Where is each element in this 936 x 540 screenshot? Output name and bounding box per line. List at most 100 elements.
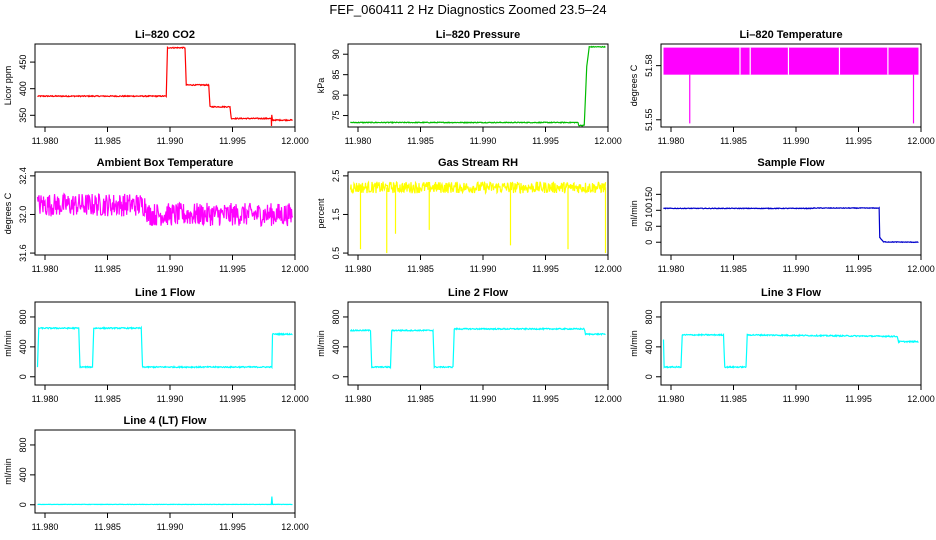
panel-title: Line 3 Flow — [761, 287, 821, 299]
x-tick-label: 11.980 — [658, 394, 685, 404]
y-tick-label: 800 — [331, 309, 341, 324]
y-tick-label: 51.55 — [644, 109, 654, 132]
panel-line-1-flow: Line 1 Flow ml/min 11.980 11.985 11.990 11.99… — [3, 287, 309, 404]
y-tick-label: 32.0 — [18, 206, 28, 224]
x-tick-label: 11.990 — [470, 136, 497, 146]
x-tick-label: 12.000 — [281, 136, 309, 146]
series-line — [349, 327, 606, 370]
x-tick-label: 11.995 — [532, 136, 559, 146]
y-tick-label: 400 — [331, 339, 341, 354]
series-line — [37, 496, 293, 506]
y-tick-label: 350 — [18, 108, 28, 123]
x-tick-label: 12.000 — [281, 522, 309, 532]
x-tick-label: 11.985 — [720, 394, 747, 404]
panel-sample-flow: Sample Flow ml/min 11.980 11.985 11.990 11.99… — [629, 157, 935, 274]
x-tick-label: 11.985 — [720, 136, 747, 146]
y-axis-label: ml/min — [316, 330, 326, 357]
plot-frame — [660, 301, 922, 386]
y-tick-label: 0 — [644, 374, 654, 379]
y-tick-label: 400 — [18, 467, 28, 482]
y-tick-label: 100 — [644, 203, 654, 218]
y-tick-label: 150 — [644, 187, 654, 202]
y-axis-label: kPa — [316, 78, 326, 94]
x-tick-label: 12.000 — [907, 136, 935, 146]
x-tick-label: 11.985 — [94, 394, 121, 404]
plot-frame — [34, 429, 296, 514]
panel-line-4-lt-flow: Line 4 (LT) Flow ml/min 11.980 11.985 11.990… — [3, 415, 309, 532]
panels-container: Li–820 CO2 Licor ppm 11.980 11.985 11.990 11.… — [3, 29, 935, 532]
x-tick-label: 11.995 — [219, 394, 246, 404]
x-tick-label: 11.985 — [407, 394, 434, 404]
x-tick-label: 11.980 — [32, 394, 59, 404]
panel-line-3-flow: Line 3 Flow ml/min 11.980 11.985 11.990 11.99… — [629, 287, 935, 404]
series-line — [349, 180, 607, 196]
series-band — [663, 47, 919, 75]
x-tick-label: 11.995 — [219, 264, 246, 274]
series-line — [663, 206, 919, 244]
panel-li-820-pressure: Li–820 Pressure kPa 11.980 11.985 11.990 11.9… — [316, 29, 622, 146]
x-tick-label: 11.990 — [470, 394, 497, 404]
series-line — [350, 45, 606, 127]
panel-line-2-flow: Line 2 Flow ml/min 11.980 11.985 11.990 11.99… — [316, 287, 622, 404]
y-tick-label: 50 — [644, 221, 654, 231]
y-tick-label: 400 — [18, 81, 28, 96]
y-tick-label: 51.58 — [644, 54, 654, 77]
x-tick-label: 12.000 — [594, 394, 622, 404]
y-axis-label: ml/min — [629, 330, 639, 357]
x-tick-label: 11.990 — [157, 522, 184, 532]
y-tick-label: 0 — [331, 374, 341, 379]
x-tick-label: 12.000 — [281, 264, 309, 274]
y-axis-label: degrees C — [3, 192, 13, 234]
panel-title: Sample Flow — [757, 157, 825, 169]
y-tick-label: 400 — [18, 339, 28, 354]
y-tick-label: 32.4 — [18, 167, 28, 185]
panel-ambient-box-temperature: Ambient Box Temperature degrees C 11.980 11… — [3, 157, 309, 274]
series-line — [662, 333, 919, 369]
y-tick-label: 800 — [18, 437, 28, 452]
y-axis-label: ml/min — [629, 200, 639, 227]
x-tick-label: 11.990 — [157, 136, 184, 146]
plot-frame — [660, 43, 922, 128]
series-line — [36, 325, 293, 370]
y-tick-label: 2.5 — [331, 170, 341, 183]
panel-title: Line 2 Flow — [448, 287, 508, 299]
y-tick-label: 0 — [18, 374, 28, 379]
y-axis-label: ml/min — [3, 458, 13, 485]
series-line — [36, 192, 294, 227]
figure-title: FEF_060411 2 Hz Diagnostics Zoomed 23.5–… — [329, 2, 606, 17]
y-tick-label: 0 — [18, 502, 28, 507]
x-tick-label: 11.990 — [783, 136, 810, 146]
y-tick-label: 0 — [644, 240, 654, 245]
x-tick-label: 11.980 — [345, 394, 372, 404]
x-tick-label: 11.995 — [219, 522, 246, 532]
x-tick-label: 12.000 — [594, 264, 622, 274]
y-tick-label: 80 — [331, 90, 341, 100]
x-tick-label: 11.990 — [157, 394, 184, 404]
x-tick-label: 11.985 — [94, 264, 121, 274]
x-tick-label: 12.000 — [281, 394, 309, 404]
y-tick-label: 85 — [331, 70, 341, 80]
x-tick-label: 11.995 — [845, 136, 872, 146]
x-tick-label: 11.980 — [32, 136, 59, 146]
series-line — [37, 45, 293, 127]
x-tick-label: 11.980 — [658, 264, 685, 274]
x-tick-label: 11.980 — [345, 136, 372, 146]
panel-title: Li–820 Pressure — [436, 29, 520, 41]
x-tick-label: 11.990 — [470, 264, 497, 274]
x-tick-label: 12.000 — [907, 264, 935, 274]
panel-title: Ambient Box Temperature — [97, 157, 234, 169]
x-tick-label: 11.995 — [532, 394, 559, 404]
plot-frame — [347, 171, 609, 256]
x-tick-label: 11.980 — [658, 136, 685, 146]
panel-title: Li–820 Temperature — [739, 29, 842, 41]
y-tick-label: 800 — [644, 309, 654, 324]
panel-title: Gas Stream RH — [438, 157, 518, 169]
x-tick-label: 11.995 — [219, 136, 246, 146]
y-axis-label: percent — [316, 198, 326, 229]
plot-frame — [347, 301, 609, 386]
x-tick-label: 11.995 — [845, 264, 872, 274]
y-axis-label: degrees C — [629, 64, 639, 106]
x-tick-label: 12.000 — [907, 394, 935, 404]
x-tick-label: 11.990 — [157, 264, 184, 274]
y-tick-label: 90 — [331, 49, 341, 59]
